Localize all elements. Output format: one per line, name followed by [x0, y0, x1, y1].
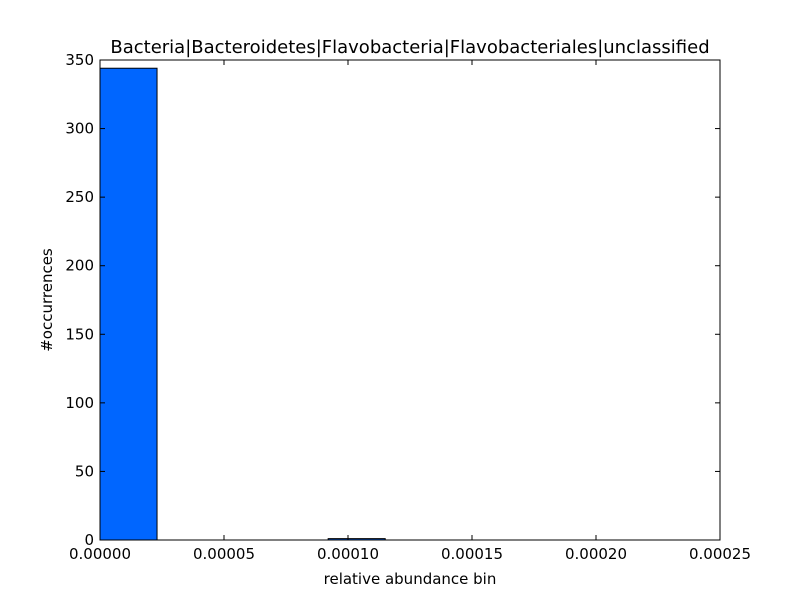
y-tick-label-3: 150 — [65, 325, 94, 343]
x-tick-label-1: 0.00005 — [193, 545, 255, 563]
bars-group — [99, 67, 386, 541]
y-tick-label-2: 100 — [65, 394, 94, 412]
histogram-bar-0 — [99, 67, 158, 541]
x-tick-label-2: 0.00010 — [317, 545, 379, 563]
ticks-group: 0.00000 0.00005 0.00010 0.00015 0.00020 0.000… — [65, 51, 751, 563]
y-axis-label: #occurrences — [38, 248, 56, 352]
x-tick-label-3: 0.00015 — [441, 545, 503, 563]
plot-frame — [99, 59, 721, 541]
y-tick-label-7: 350 — [65, 51, 94, 69]
y-tick-label-0: 0 — [84, 531, 94, 549]
y-tick-label-4: 200 — [65, 257, 94, 275]
y-tick-label-6: 300 — [65, 120, 94, 138]
x-tick-label-4: 0.00020 — [565, 545, 627, 563]
y-tick-label-5: 250 — [65, 188, 94, 206]
y-tick-label-1: 50 — [75, 462, 94, 480]
chart-title: Bacteria|Bacteroidetes|Flavobacteria|Fla… — [110, 37, 709, 58]
x-tick-label-0: 0.00000 — [69, 545, 131, 563]
x-tick-label-5: 0.00025 — [689, 545, 751, 563]
x-axis-label: relative abundance bin — [324, 570, 497, 588]
